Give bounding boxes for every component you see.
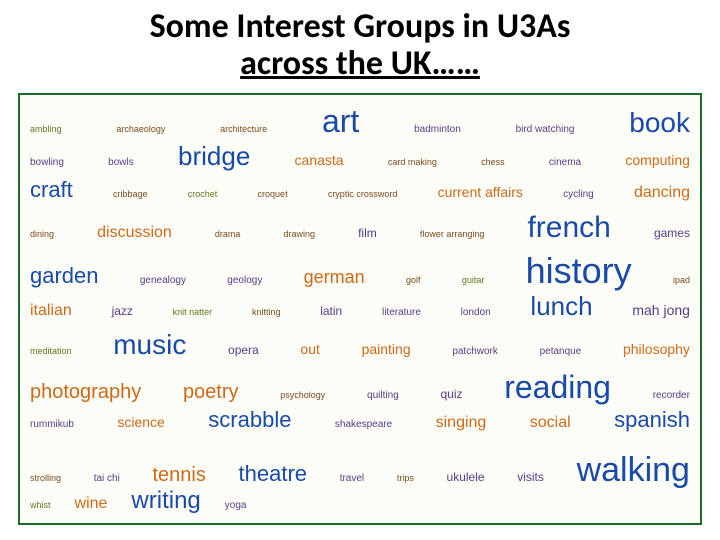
tag-quiz: quiz: [440, 388, 462, 400]
tag-petanque: petanque: [540, 347, 582, 357]
tag-out: out: [300, 342, 319, 356]
tag-bowling: bowling: [30, 158, 64, 168]
tag-writing: writing: [131, 489, 200, 513]
cloud-row: italian jazz knit natter knitting latin liter…: [30, 293, 690, 331]
tag-french: french: [527, 213, 610, 243]
tag-games: games: [654, 227, 690, 239]
tag-bird-watching: bird watching: [516, 125, 575, 135]
tag-flower-arranging: flower arranging: [420, 230, 485, 239]
slide: Some Interest Groups in U3As across the …: [0, 0, 720, 540]
tag-architecture: architecture: [220, 125, 267, 134]
tag-social: social: [530, 415, 571, 431]
cloud-row: bowling bowls bridge canasta card making ches…: [30, 143, 690, 179]
tag-discussion: discussion: [97, 225, 172, 241]
tag-mah-jong: mah jong: [632, 303, 690, 317]
cloud-row: dining discussion drama drawing film flower a…: [30, 213, 690, 253]
tag-guitar: guitar: [462, 276, 485, 285]
tag-singing: singing: [436, 415, 487, 431]
cloud-row: whist wine writing yoga: [30, 489, 690, 525]
tag-cloud: ambling archaeology architecture art badmint…: [18, 93, 702, 525]
tag-cryptic-crossword: cryptic crossword: [328, 190, 398, 199]
tag-london: london: [461, 308, 491, 318]
tag-ambling: ambling: [30, 125, 62, 134]
tag-literature: literature: [382, 308, 421, 318]
tag-meditation: meditation: [30, 347, 72, 356]
tag-italian: italian: [30, 303, 72, 319]
tag-art: art: [322, 105, 359, 137]
tag-photography: photography: [30, 382, 141, 402]
tag-card-making: card making: [388, 158, 437, 167]
tag-golf: golf: [406, 276, 421, 285]
tag-recorder: recorder: [653, 391, 690, 401]
cloud-row: meditation music opera out painting patchwork…: [30, 331, 690, 371]
tag-travel: travel: [340, 474, 364, 484]
tag-poetry: poetry: [183, 382, 239, 402]
tag-visits: visits: [517, 471, 544, 483]
tag-geology: geology: [227, 276, 262, 286]
tag-tai-chi: tai chi: [94, 474, 120, 484]
cloud-row: ambling archaeology architecture art badmint…: [30, 105, 690, 143]
cloud-row: photography poetry psychology quilting quiz r…: [30, 371, 690, 409]
tag-current-affairs: current affairs: [438, 185, 523, 199]
tag-music: music: [113, 331, 186, 359]
tag-philosophy: philosophy: [623, 342, 690, 356]
tag-bridge: bridge: [178, 143, 250, 169]
title-line-2: across the UK……: [240, 43, 480, 84]
tag-scrabble: scrabble: [208, 409, 291, 431]
tag-knit-natter: knit natter: [173, 308, 213, 317]
tag-german: german: [304, 268, 365, 286]
tag-badminton: badminton: [414, 125, 461, 135]
tag-wine: wine: [75, 496, 108, 512]
cloud-row: craft cribbage crochet croquet cryptic cross…: [30, 179, 690, 213]
slide-title: Some Interest Groups in U3As across the …: [0, 0, 720, 87]
tag-chess: chess: [481, 158, 505, 167]
tag-computing: computing: [625, 153, 690, 167]
tag-crochet: crochet: [188, 190, 218, 199]
tag-rummikub: rummikub: [30, 420, 74, 430]
tag-canasta: canasta: [295, 153, 344, 167]
tag-cinema: cinema: [549, 158, 581, 168]
tag-dining: dining: [30, 230, 54, 239]
tag-dancing: dancing: [634, 185, 690, 201]
title-line-1: Some Interest Groups in U3As: [150, 6, 571, 47]
cloud-row: rummikub science scrabble shakespeare singin…: [30, 409, 690, 453]
tag-ukulele: ukulele: [447, 471, 485, 483]
tag-science: science: [117, 415, 164, 429]
tag-yoga: yoga: [225, 501, 247, 511]
tag-tennis: tennis: [152, 465, 205, 485]
tag-croquet: croquet: [258, 190, 288, 199]
tag-psychology: psychology: [280, 391, 325, 400]
tag-spanish: spanish: [614, 409, 690, 431]
tag-opera: opera: [228, 344, 259, 356]
tag-craft: craft: [30, 179, 73, 201]
tag-cribbage: cribbage: [113, 190, 148, 199]
tag-theatre: theatre: [239, 463, 308, 485]
tag-history: history: [526, 253, 632, 289]
tag-drama: drama: [215, 230, 241, 239]
cloud-row: garden genealogy geology german golf guitar hi…: [30, 253, 690, 293]
tag-quilting: quilting: [367, 391, 399, 401]
tag-latin: latin: [320, 305, 342, 317]
cloud-row: strolling tai chi tennis theatre travel trips…: [30, 453, 690, 489]
tag-painting: painting: [362, 342, 411, 356]
tag-garden: garden: [30, 265, 99, 287]
tag-genealogy: genealogy: [140, 276, 186, 286]
tag-knitting: knitting: [252, 308, 281, 317]
tag-patchwork: patchwork: [452, 347, 498, 357]
tag-lunch: lunch: [530, 293, 592, 319]
tag-film: film: [358, 227, 377, 239]
tag-drawing: drawing: [283, 230, 315, 239]
tag-book: book: [629, 109, 690, 137]
tag-ipad: ipad: [673, 276, 690, 285]
tag-trips: trips: [397, 474, 414, 483]
tag-strolling: strolling: [30, 474, 61, 483]
tag-cycling: cycling: [563, 190, 594, 200]
tag-whist: whist: [30, 501, 51, 510]
tag-bowls: bowls: [108, 158, 134, 168]
tag-archaeology: archaeology: [116, 125, 165, 134]
tag-reading: reading: [504, 371, 611, 403]
tag-jazz: jazz: [112, 305, 133, 317]
tag-shakespeare: shakespeare: [335, 420, 392, 430]
tag-walking: walking: [577, 453, 690, 487]
